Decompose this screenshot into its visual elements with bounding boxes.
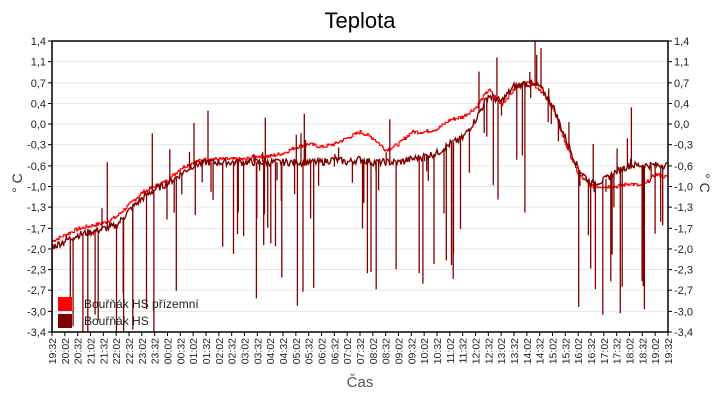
legend: Bouřňák HS přízemní Bouřňák HS bbox=[58, 295, 199, 329]
y-tick-label: -3,4 bbox=[27, 327, 46, 339]
x-tick-label: 22:32 bbox=[124, 338, 136, 364]
y-tick-label: 0,0 bbox=[674, 119, 689, 131]
x-tick-label: 08:02 bbox=[368, 338, 380, 364]
legend-item-primary: Bouřňák HS přízemní bbox=[58, 295, 199, 312]
x-tick-label: 11:02 bbox=[445, 338, 457, 364]
x-tick-label: 16:02 bbox=[573, 338, 585, 364]
x-tick-label: 04:02 bbox=[265, 338, 277, 364]
y-tick-label: 0,7 bbox=[674, 78, 689, 90]
y-tick-label: 1,1 bbox=[31, 57, 46, 69]
y-tick-label: 0,0 bbox=[31, 119, 46, 131]
x-tick-label: 21:32 bbox=[98, 338, 110, 364]
y-tick-label: 0,4 bbox=[674, 98, 689, 110]
x-tick-label: 05:02 bbox=[291, 338, 303, 364]
y-tick-label: 1,1 bbox=[674, 57, 689, 69]
series-line bbox=[51, 78, 669, 250]
x-tick-label: 12:32 bbox=[483, 338, 495, 364]
x-tick-label: 10:02 bbox=[419, 338, 431, 364]
y-tick-label: 1,4 bbox=[31, 36, 46, 48]
y-tick-label: -2,3 bbox=[27, 265, 46, 277]
x-tick-label: 07:32 bbox=[355, 338, 367, 364]
x-axis: 19:32 20:02 20:32 21:02 21:32 22:02 22:32 23:02… bbox=[47, 332, 675, 364]
y-tick-label: -3,0 bbox=[27, 306, 46, 318]
y-axis-right: 1,4 1,1 0,7 0,4 0,0 -0,3 -0,6 -1,0 -1,3 -1,7 -2,0 -… bbox=[668, 36, 693, 339]
series-spikes bbox=[51, 41, 664, 332]
legend-item-secondary: Bouřňák HS bbox=[58, 312, 199, 329]
x-tick-label: 10:32 bbox=[432, 338, 444, 364]
x-tick-label: 01:02 bbox=[188, 338, 200, 364]
x-tick-label: 06:32 bbox=[329, 338, 341, 364]
y-tick-label: -1,3 bbox=[27, 202, 46, 214]
y-tick-label: -1,7 bbox=[674, 223, 693, 235]
y-tick-label: -2,0 bbox=[674, 244, 693, 256]
gridlines bbox=[52, 61, 668, 312]
series-layer bbox=[51, 41, 669, 332]
y-tick-label: -3,0 bbox=[674, 306, 693, 318]
x-tick-label: 23:02 bbox=[137, 338, 149, 364]
x-tick-label: 02:02 bbox=[214, 338, 226, 364]
x-tick-label: 03:32 bbox=[252, 338, 264, 364]
x-tick-label: 18:02 bbox=[625, 338, 637, 364]
y-axis-left: 1,4 1,1 0,7 0,4 0,0 -0,3 -0,6 -1,0 -1,3 -1,7 -2,0 -… bbox=[27, 36, 52, 339]
x-tick-label: 13:02 bbox=[496, 338, 508, 364]
x-tick-label: 19:32 bbox=[47, 338, 59, 364]
x-tick-label: 19:02 bbox=[650, 338, 662, 364]
legend-swatch-primary bbox=[58, 296, 72, 311]
x-tick-label: 12:02 bbox=[471, 338, 483, 364]
y-tick-label: -1,3 bbox=[674, 202, 693, 214]
y-tick-label: -2,3 bbox=[674, 265, 693, 277]
x-tick-label: 11:32 bbox=[458, 338, 470, 364]
y-tick-label: -2,7 bbox=[674, 285, 693, 297]
x-tick-label: 13:32 bbox=[509, 338, 521, 364]
x-tick-label: 20:32 bbox=[73, 338, 85, 364]
x-tick-label: 15:32 bbox=[560, 338, 572, 364]
legend-swatch-secondary bbox=[58, 313, 72, 328]
x-tick-label: 08:32 bbox=[381, 338, 393, 364]
x-tick-label: 23:32 bbox=[150, 338, 162, 364]
y-tick-label: 0,7 bbox=[31, 78, 46, 90]
y-tick-label: 0,4 bbox=[31, 98, 46, 110]
x-tick-label: 16:32 bbox=[586, 338, 598, 364]
x-tick-label: 01:32 bbox=[201, 338, 213, 364]
y-tick-label: -2,7 bbox=[27, 285, 46, 297]
x-tick-label: 02:32 bbox=[227, 338, 239, 364]
y-tick-label: -1,0 bbox=[27, 182, 46, 194]
x-tick-label: 22:02 bbox=[111, 338, 123, 364]
x-axis-label: Čas bbox=[346, 374, 374, 391]
x-tick-label: 00:32 bbox=[175, 338, 187, 364]
x-tick-label: 09:02 bbox=[394, 338, 406, 364]
y-tick-label: -1,7 bbox=[27, 223, 46, 235]
y-tick-label: -3,4 bbox=[674, 327, 693, 339]
chart-title: Teplota bbox=[324, 8, 396, 33]
x-tick-label: 09:32 bbox=[406, 338, 418, 364]
legend-label-secondary: Bouřňák HS bbox=[84, 313, 149, 328]
x-tick-label: 17:02 bbox=[599, 338, 611, 364]
x-tick-label: 14:32 bbox=[535, 338, 547, 364]
x-tick-label: 03:02 bbox=[240, 338, 252, 364]
x-tick-label: 21:02 bbox=[86, 338, 98, 364]
x-tick-label: 07:02 bbox=[342, 338, 354, 364]
x-tick-label: 18:32 bbox=[637, 338, 649, 364]
x-tick-label: 20:02 bbox=[60, 338, 72, 364]
y-tick-label: -0,6 bbox=[674, 161, 693, 173]
x-tick-label: 15:02 bbox=[548, 338, 560, 364]
series-line bbox=[52, 79, 669, 243]
y-tick-label: -0,3 bbox=[27, 140, 46, 152]
legend-label-primary: Bouřňák HS přízemní bbox=[84, 296, 199, 311]
x-tick-label: 05:32 bbox=[304, 338, 316, 364]
x-tick-label: 19:32 bbox=[663, 338, 675, 364]
x-tick-label: 00:02 bbox=[163, 338, 175, 364]
x-tick-label: 06:02 bbox=[317, 338, 329, 364]
x-tick-label: 17:32 bbox=[612, 338, 624, 364]
x-tick-label: 14:02 bbox=[522, 338, 534, 364]
x-tick-label: 04:32 bbox=[278, 338, 290, 364]
y-tick-label: -0,3 bbox=[674, 140, 693, 152]
y-tick-label: -0,6 bbox=[27, 161, 46, 173]
y-tick-label: 1,4 bbox=[674, 36, 689, 48]
y-tick-label: -1,0 bbox=[674, 182, 693, 194]
y-tick-label: -2,0 bbox=[27, 244, 46, 256]
